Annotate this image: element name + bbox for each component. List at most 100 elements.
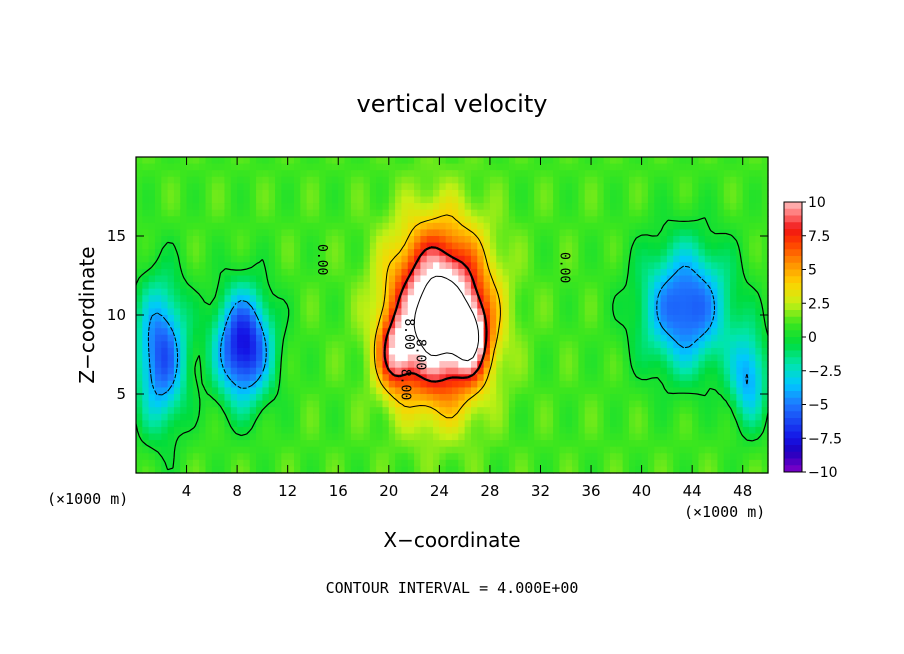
heatmap-cell xyxy=(704,334,712,342)
heatmap-cell xyxy=(414,268,421,277)
heatmap-cell xyxy=(338,400,346,408)
heatmap-cell xyxy=(312,341,320,349)
heatmap-cell xyxy=(508,255,516,263)
heatmap-cell xyxy=(407,446,415,454)
heatmap-cell xyxy=(376,203,384,211)
heatmap-cell xyxy=(597,466,605,474)
heatmap-cell xyxy=(306,367,314,375)
heatmap-cell xyxy=(540,268,548,277)
heatmap-cell xyxy=(218,374,226,382)
heatmap-cell xyxy=(508,374,516,382)
heatmap-cell xyxy=(584,189,592,198)
heatmap-cell xyxy=(275,157,282,165)
heatmap-cell xyxy=(300,183,308,191)
heatmap-cell xyxy=(445,367,453,375)
heatmap-cell xyxy=(597,380,605,389)
heatmap-cell xyxy=(382,374,390,382)
heatmap-cell xyxy=(736,407,744,415)
heatmap-cell xyxy=(515,321,523,329)
heatmap-cell xyxy=(610,367,617,375)
heatmap-cell xyxy=(218,446,226,454)
heatmap-cell xyxy=(546,249,554,257)
heatmap-cell xyxy=(603,315,611,323)
heatmap-cell xyxy=(376,288,384,296)
heatmap-cell xyxy=(344,176,352,184)
heatmap-cell xyxy=(546,321,554,329)
heatmap-cell xyxy=(610,354,617,362)
heatmap-cell xyxy=(186,196,194,204)
heatmap-cell xyxy=(224,288,232,296)
heatmap-cell xyxy=(723,295,731,303)
heatmap-cell xyxy=(344,242,352,250)
heatmap-cell xyxy=(628,361,636,369)
heatmap-cell xyxy=(698,242,706,250)
heatmap-cell xyxy=(218,413,226,421)
heatmap-cell xyxy=(666,255,674,263)
heatmap-cell xyxy=(306,374,314,382)
heatmap-cell xyxy=(508,216,516,224)
heatmap-cell xyxy=(363,394,371,402)
heatmap-cell xyxy=(218,189,226,198)
heatmap-cell xyxy=(275,183,282,191)
heatmap-cell xyxy=(426,315,434,323)
heatmap-cell xyxy=(439,433,447,441)
heatmap-cell xyxy=(591,196,598,204)
heatmap-cell xyxy=(628,176,636,184)
heatmap-cell xyxy=(319,400,327,408)
heatmap-cell xyxy=(654,334,662,342)
heatmap-cell xyxy=(287,426,295,435)
heatmap-cell xyxy=(433,308,440,316)
heatmap-cell xyxy=(148,420,156,428)
heatmap-cell xyxy=(256,334,263,342)
heatmap-cell xyxy=(388,380,396,389)
heatmap-cell xyxy=(357,282,365,290)
heatmap-cell xyxy=(704,268,712,277)
heatmap-cell xyxy=(736,321,744,329)
heatmap-cell xyxy=(628,367,636,375)
heatmap-cell xyxy=(237,446,245,454)
heatmap-cell xyxy=(540,242,548,250)
heatmap-cell xyxy=(287,275,295,283)
heatmap-cell xyxy=(527,308,535,316)
heatmap-cell xyxy=(363,453,371,461)
heatmap-cell xyxy=(698,255,706,263)
heatmap-cell xyxy=(395,413,403,421)
heatmap-cell xyxy=(338,295,346,303)
heatmap-cell xyxy=(546,400,554,408)
heatmap-cell xyxy=(173,170,181,178)
heatmap-cell xyxy=(312,157,320,165)
heatmap-cell xyxy=(426,387,434,395)
heatmap-cell xyxy=(723,196,731,204)
heatmap-cell xyxy=(584,229,592,237)
heatmap-cell xyxy=(635,249,643,257)
heatmap-cell xyxy=(565,282,573,290)
heatmap-cell xyxy=(578,440,586,448)
heatmap-cell xyxy=(230,209,238,217)
heatmap-cell xyxy=(565,341,573,349)
heatmap-cell xyxy=(458,255,466,263)
heatmap-cell xyxy=(698,380,706,389)
heatmap-cell xyxy=(211,216,219,224)
heatmap-cell xyxy=(148,328,156,336)
heatmap-cell xyxy=(749,315,756,323)
heatmap-cell xyxy=(452,308,459,316)
heatmap-cell xyxy=(148,354,156,362)
heatmap-cell xyxy=(407,176,415,184)
heatmap-cell xyxy=(167,407,175,415)
heatmap-cell xyxy=(610,380,617,389)
heatmap-cell xyxy=(224,157,232,165)
heatmap-cell xyxy=(319,367,327,375)
heatmap-cell xyxy=(641,216,649,224)
heatmap-cell xyxy=(647,387,655,395)
heatmap-cell xyxy=(407,282,415,290)
heatmap-cell xyxy=(458,249,466,257)
heatmap-cell xyxy=(534,183,542,191)
heatmap-cell xyxy=(704,440,712,448)
heatmap-cell xyxy=(603,301,611,310)
heatmap-cell xyxy=(281,262,289,270)
heatmap-cell xyxy=(654,255,662,263)
heatmap-cell xyxy=(439,354,447,362)
heatmap-cell xyxy=(508,387,516,395)
heatmap-cell xyxy=(679,203,687,211)
heatmap-cell xyxy=(742,222,750,231)
